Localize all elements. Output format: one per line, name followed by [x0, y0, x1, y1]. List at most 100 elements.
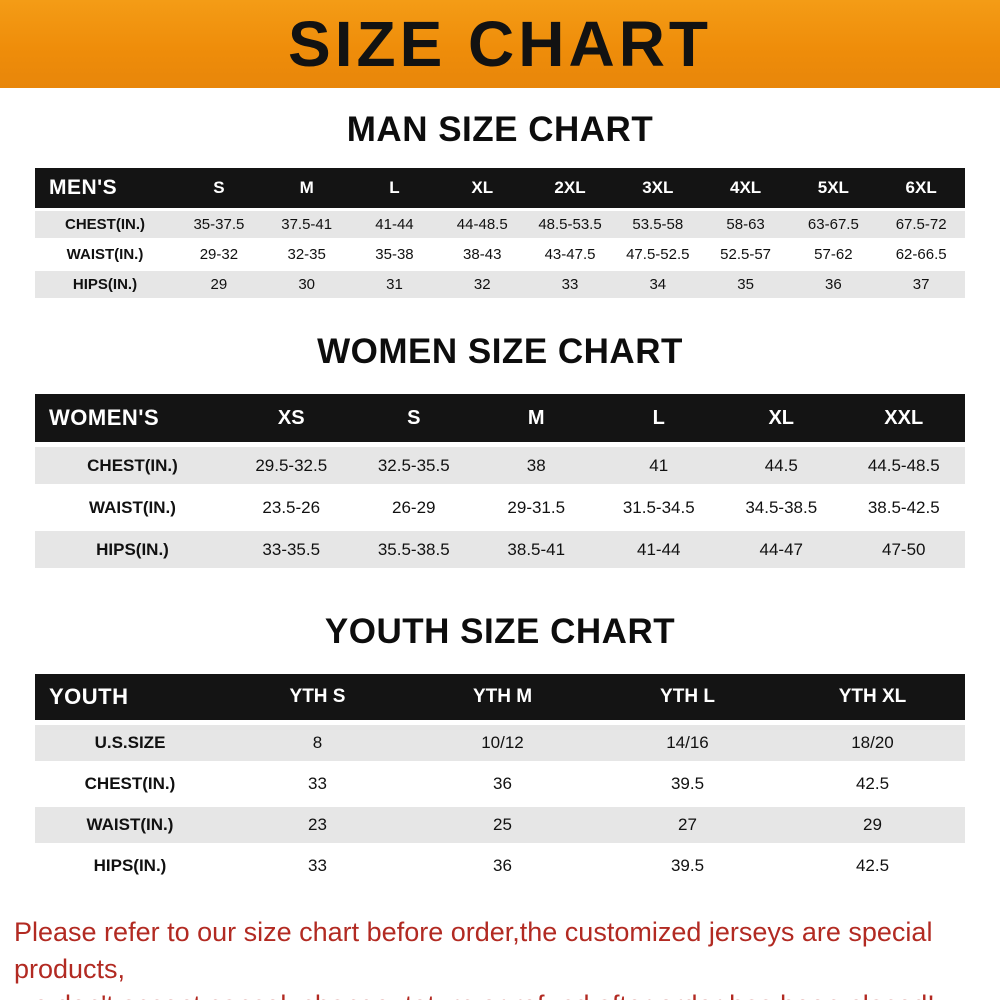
youth-size-heading: YOUTH SIZE CHART: [324, 612, 676, 651]
cell-value: 47.5-52.5: [626, 246, 690, 263]
cell-value: 26-29: [392, 497, 436, 517]
cell-value: 42.5: [855, 856, 890, 875]
row-label: CHEST(IN.): [65, 216, 145, 233]
youth-size-table: YOUTH YTH S YTH M YTH L YTH XL U.S.SIZE 8 10/12…: [35, 674, 965, 884]
column-header: YTH S: [289, 686, 346, 707]
column-header: M: [527, 406, 545, 429]
cell-value: 44-48.5: [456, 216, 508, 233]
column-header: L: [652, 406, 665, 429]
table-row: U.S.SIZE 8 10/12 14/16 18/20: [35, 725, 965, 761]
cell-value: 53.5-58: [632, 216, 684, 233]
cell-value: 30: [298, 276, 316, 293]
column-header: S: [213, 178, 225, 197]
cell-value: 32: [473, 276, 491, 293]
column-header: 6XL: [905, 178, 937, 197]
table-row: CHEST(IN.) 29.5-32.5 32.5-35.5 38 41 44.5 44.5…: [35, 447, 965, 484]
cell-value: 48.5-53.5: [538, 216, 602, 233]
cell-value: 25: [493, 815, 512, 834]
row-label: U.S.SIZE: [94, 733, 166, 752]
column-header: L: [389, 178, 400, 197]
cell-value: 18/20: [851, 733, 894, 752]
men-size-table: MEN'S S M L XL 2XL 3XL 4XL 5XL 6XL CHEST(IN.) 35-37…: [35, 168, 965, 298]
column-header: M: [299, 178, 314, 197]
column-header: YTH M: [472, 686, 533, 707]
table-row: WAIST(IN.) 23 25 27 29: [35, 807, 965, 843]
column-header: 5XL: [817, 178, 849, 197]
cell-value: 33: [308, 774, 327, 793]
cell-value: 33-35.5: [262, 539, 321, 559]
cell-value: 41-44: [637, 539, 681, 559]
women-size-heading: WOMEN SIZE CHART: [317, 332, 683, 371]
cell-value: 36: [493, 774, 512, 793]
cell-value: 62-66.5: [895, 246, 947, 263]
row-label: WAIST(IN.): [66, 246, 144, 263]
table-row: HIPS(IN.) 33-35.5 35.5-38.5 38.5-41 41-44 44-…: [35, 531, 965, 568]
row-label: WAIST(IN.): [89, 497, 176, 517]
cell-value: 47-50: [882, 539, 926, 559]
cell-value: 34.5-38.5: [745, 497, 818, 517]
table-row: CHEST(IN.) 35-37.5 37.5-41 41-44 44-48.5 48.5…: [35, 211, 965, 238]
cell-value: 67.5-72: [895, 216, 947, 233]
table-row: WAIST(IN.) 23.5-26 26-29 29-31.5 31.5-34.5 34…: [35, 489, 965, 526]
cell-value: 29-31.5: [507, 497, 566, 517]
cell-value: 38-43: [463, 246, 502, 263]
cell-value: 38: [526, 455, 546, 475]
table-row: CHEST(IN.) 33 36 39.5 42.5: [35, 766, 965, 802]
cell-value: 29-32: [199, 246, 239, 263]
page-title: SIZE CHART: [288, 8, 712, 80]
cell-value: 35: [737, 276, 754, 293]
cell-value: 8: [312, 733, 323, 752]
cell-value: 44-47: [759, 539, 803, 559]
cell-value: 35.5-38.5: [377, 539, 450, 559]
row-label: HIPS(IN.): [96, 539, 169, 559]
banner: SIZE CHART: [0, 0, 1000, 88]
cell-value: 29: [210, 276, 228, 293]
cell-value: 35-37.5: [193, 216, 245, 233]
cell-value: 52.5-57: [720, 246, 772, 263]
column-header: XL: [471, 178, 494, 197]
cell-value: 35-38: [375, 246, 414, 263]
cell-value: 39.5: [670, 774, 705, 793]
column-header: XXL: [884, 406, 924, 429]
cell-value: 44.5: [764, 455, 798, 475]
table-row: HIPS(IN.) 33 36 39.5 42.5: [35, 848, 965, 884]
row-label: CHEST(IN.): [87, 455, 178, 475]
column-header: YTH L: [660, 686, 715, 707]
row-label: CHEST(IN.): [84, 774, 176, 793]
cell-value: 31: [386, 276, 403, 293]
cell-value: 43-47.5: [544, 246, 596, 263]
women-size-table: WOMEN'S XS S M L XL XXL CHEST(IN.) 29.5-32.5 32.5…: [35, 394, 965, 568]
cell-value: 27: [678, 815, 697, 834]
cell-value: 34: [649, 276, 667, 293]
cell-value: 44.5-48.5: [867, 455, 940, 475]
column-header: 4XL: [729, 178, 762, 197]
youth-size-section: YOUTH SIZE CHART YOUTH YTH S YTH M YTH L YTH…: [0, 612, 1000, 884]
row-label: HIPS(IN.): [93, 856, 167, 875]
table-header-label: MEN'S: [49, 176, 118, 199]
man-size-section: MAN SIZE CHART MEN'S S M L XL 2XL 3XL 4XL 5XL 6XL…: [0, 110, 1000, 298]
cell-value: 42.5: [855, 774, 890, 793]
table-header-label: WOMEN'S: [49, 405, 160, 430]
row-label: WAIST(IN.): [86, 815, 174, 834]
column-header: S: [407, 406, 421, 429]
column-header: XL: [768, 406, 795, 429]
column-header: YTH XL: [838, 686, 907, 707]
cell-value: 33: [561, 276, 579, 293]
cell-value: 37.5-41: [281, 216, 333, 233]
cell-value: 31.5-34.5: [622, 497, 695, 517]
cell-value: 23.5-26: [262, 497, 321, 517]
cell-value: 23: [308, 815, 327, 834]
cell-value: 36: [493, 856, 512, 875]
cell-value: 32.5-35.5: [377, 455, 450, 475]
cell-value: 29.5-32.5: [255, 455, 328, 475]
cell-value: 33: [308, 856, 327, 875]
column-header: 3XL: [642, 178, 674, 197]
row-label: HIPS(IN.): [72, 276, 138, 293]
table-header-label: YOUTH: [49, 684, 129, 709]
cell-value: 41-44: [375, 216, 414, 233]
cell-value: 63-67.5: [807, 216, 859, 233]
cell-value: 38.5-41: [507, 539, 566, 559]
table-row: HIPS(IN.) 29 30 31 32 33 34 35 36 37: [35, 271, 965, 298]
women-size-section: WOMEN SIZE CHART WOMEN'S XS S M L XL XXL CHEST(…: [0, 332, 1000, 568]
cell-value: 36: [825, 276, 842, 293]
